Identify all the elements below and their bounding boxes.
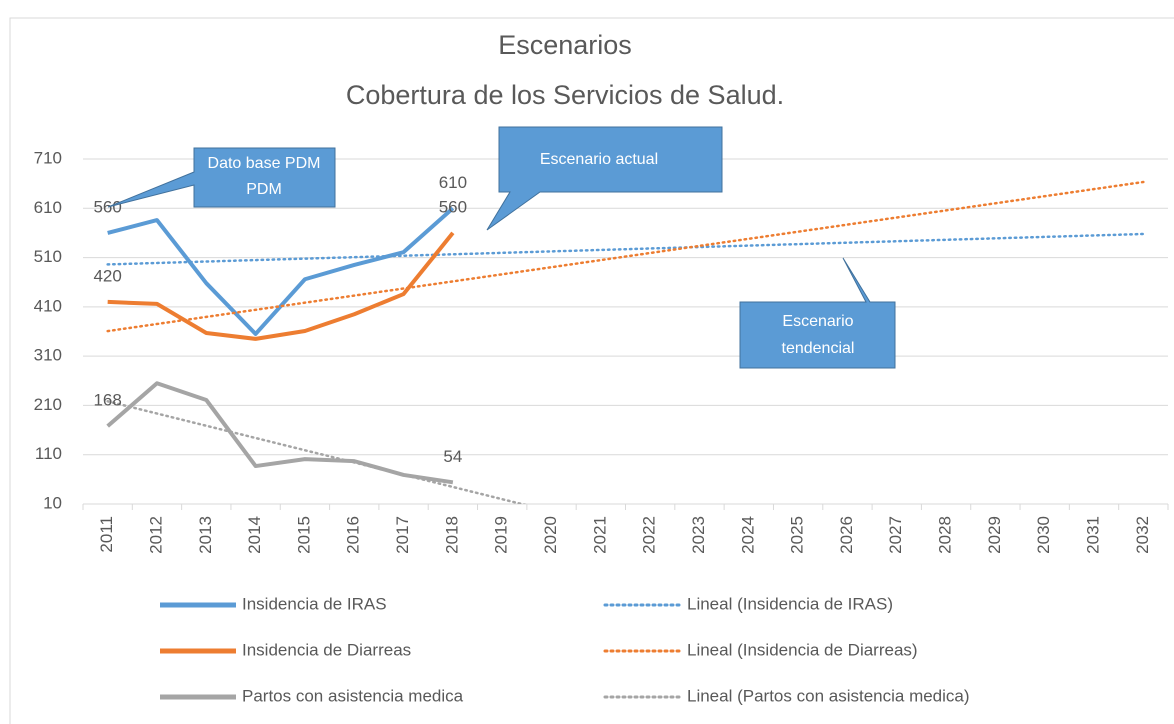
callout-text: Escenario actual <box>540 151 658 168</box>
x-tick-label: 2012 <box>146 516 165 554</box>
x-tick-label: 2022 <box>640 516 659 554</box>
data-label: 610 <box>439 173 467 192</box>
legend-label: Insidencia de Diarreas <box>242 640 411 659</box>
data-label: 560 <box>439 197 467 216</box>
data-label: 420 <box>93 266 121 285</box>
y-tick-label: 310 <box>34 346 62 365</box>
y-tick-label: 210 <box>34 395 62 414</box>
chart-title: Escenarios <box>498 30 632 60</box>
y-tick-label: 410 <box>34 296 62 315</box>
x-tick-label: 2026 <box>837 516 856 554</box>
y-tick-label: 510 <box>34 247 62 266</box>
x-tick-label: 2016 <box>344 516 363 554</box>
y-tick-label: 710 <box>34 148 62 167</box>
data-label: 54 <box>443 447 462 466</box>
data-label: 560 <box>93 197 121 216</box>
series-line <box>106 381 454 485</box>
x-tick-label: 2030 <box>1034 516 1053 554</box>
legend-label: Partos con asistencia medica <box>242 686 464 705</box>
callout: Escenario tendencial <box>739 257 896 369</box>
series-line <box>107 206 455 336</box>
legend-label: Lineal (Insidencia de Diarreas) <box>687 640 918 659</box>
legend-label: Lineal (Partos con asistencia medica) <box>687 686 970 705</box>
x-tick-label: 2024 <box>738 516 757 554</box>
legend-label: Insidencia de IRAS <box>242 594 387 613</box>
callout-text: Dato base PDM <box>208 155 321 172</box>
x-tick-label: 2021 <box>590 516 609 554</box>
callout: Dato base PDM <box>107 147 336 208</box>
series-line <box>107 231 455 341</box>
x-tick-label: 2027 <box>886 516 905 554</box>
x-tick-label: 2023 <box>689 516 708 554</box>
trendline <box>106 180 1145 333</box>
y-tick-label: 10 <box>43 493 62 512</box>
x-tick-label: 2032 <box>1133 516 1152 554</box>
callout: Escenario actual <box>486 126 723 231</box>
x-tick-label: 2019 <box>492 516 511 554</box>
chart-subtitle: Cobertura de los Servicios de Salud. <box>346 80 784 110</box>
x-tick-label: 2020 <box>541 516 560 554</box>
legend-label: Lineal (Insidencia de IRAS) <box>687 594 893 613</box>
x-tick-label: 2018 <box>442 516 461 554</box>
callout-text: PDM <box>246 181 282 198</box>
data-label: 168 <box>93 391 121 410</box>
y-tick-label: 610 <box>34 198 62 217</box>
x-tick-label: 2025 <box>788 516 807 554</box>
x-tick-label: 2013 <box>196 516 215 554</box>
x-tick-label: 2015 <box>294 516 313 554</box>
x-tick-label: 2011 <box>97 516 116 553</box>
y-tick-label: 110 <box>35 444 62 463</box>
trendline <box>106 400 527 504</box>
x-tick-label: 2031 <box>1084 516 1103 554</box>
x-tick-label: 2028 <box>936 516 955 554</box>
trendline <box>106 232 1145 266</box>
chart-border <box>9 17 1174 724</box>
x-tick-label: 2017 <box>393 516 412 554</box>
x-tick-label: 2029 <box>985 516 1004 554</box>
x-tick-label: 2014 <box>245 516 264 554</box>
plot-area: 10 110 210 310 410 510 610 710 2011 2012 2013 2014 2… <box>34 148 1169 705</box>
callout-text: Escenario tendencial <box>782 313 855 357</box>
